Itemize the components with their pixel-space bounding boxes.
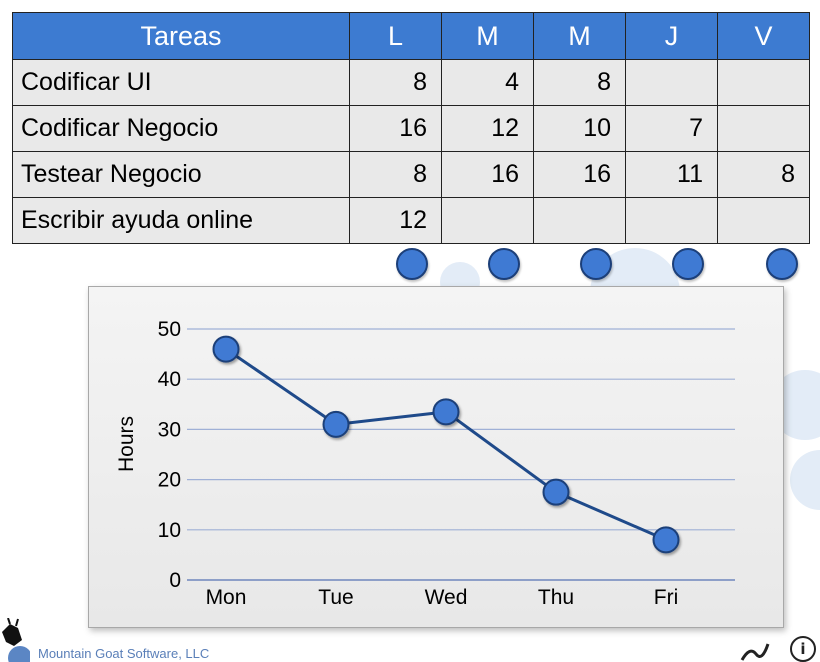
table-header-row: Tareas L M M J V: [12, 12, 810, 60]
task-hours: [717, 59, 810, 106]
task-hours: 8: [349, 151, 442, 198]
y-tick-label: 50: [158, 318, 181, 341]
background-bubble: [790, 450, 820, 510]
table-row: Escribir ayuda online 12: [12, 197, 810, 244]
header-tareas: Tareas: [12, 12, 350, 60]
y-tick-label: 0: [169, 569, 181, 592]
hours-line-chart: 0 10 20 30 40 50 Mon Tue Wed Thu Fri Hours: [115, 318, 735, 609]
y-tick-label: 30: [158, 418, 181, 441]
task-hours: 8: [533, 59, 626, 106]
data-point: [652, 526, 680, 554]
task-hours: 8: [349, 59, 442, 106]
task-name: Escribir ayuda online: [12, 197, 350, 244]
header-day-j: J: [625, 12, 718, 60]
header-day-m2: M: [533, 12, 626, 60]
day-dot-m2: [580, 248, 612, 280]
task-hours: 7: [625, 105, 718, 152]
task-name: Codificar Negocio: [12, 105, 350, 152]
day-dot-j: [672, 248, 704, 280]
corner-swoosh-icon: [740, 643, 770, 661]
task-hours: [625, 59, 718, 106]
header-day-l: L: [349, 12, 442, 60]
y-tick-label: 40: [158, 368, 181, 391]
y-tick-label: 10: [158, 519, 181, 542]
header-day-v: V: [717, 12, 810, 60]
info-icon[interactable]: i: [790, 636, 816, 662]
task-hours: 11: [625, 151, 718, 198]
series-line: [225, 347, 667, 542]
table-row: Codificar Negocio 16 12 10 7: [12, 105, 810, 152]
task-table: Tareas L M M J V Codificar UI 8 4 8 Codi…: [12, 12, 810, 244]
x-tick-label: Mon: [206, 586, 247, 609]
task-hours: [441, 197, 534, 244]
task-hours: 4: [441, 59, 534, 106]
chart-panel: 0 10 20 30 40 50 Mon Tue Wed Thu Fri Hours: [88, 286, 784, 628]
table-row: Codificar UI 8 4 8: [12, 59, 810, 106]
goat-logo-icon: [2, 618, 30, 662]
task-hours: 8: [717, 151, 810, 198]
x-tick-label: Tue: [318, 586, 353, 609]
day-dot-v: [766, 248, 798, 280]
task-hours: [717, 105, 810, 152]
y-axis-label: Hours: [115, 416, 138, 472]
task-hours: 16: [349, 105, 442, 152]
task-name: Testear Negocio: [12, 151, 350, 198]
day-dot-m1: [488, 248, 520, 280]
table-row: Testear Negocio 8 16 16 11 8: [12, 151, 810, 198]
header-day-m1: M: [441, 12, 534, 60]
task-hours: 12: [441, 105, 534, 152]
data-point: [212, 335, 240, 363]
y-tick-label: 20: [158, 469, 181, 492]
x-tick-label: Wed: [425, 586, 468, 609]
task-hours: [533, 197, 626, 244]
x-tick-label: Fri: [654, 586, 679, 609]
data-point: [432, 398, 460, 426]
x-tick-label: Thu: [538, 586, 574, 609]
day-dot-l: [396, 248, 428, 280]
task-name: Codificar UI: [12, 59, 350, 106]
task-hours: 12: [349, 197, 442, 244]
task-hours: [625, 197, 718, 244]
footer-copyright: Mountain Goat Software, LLC: [38, 646, 210, 661]
data-point: [542, 478, 570, 506]
task-hours: 10: [533, 105, 626, 152]
task-hours: [717, 197, 810, 244]
task-hours: 16: [533, 151, 626, 198]
task-hours: 16: [441, 151, 534, 198]
data-point: [322, 410, 350, 438]
